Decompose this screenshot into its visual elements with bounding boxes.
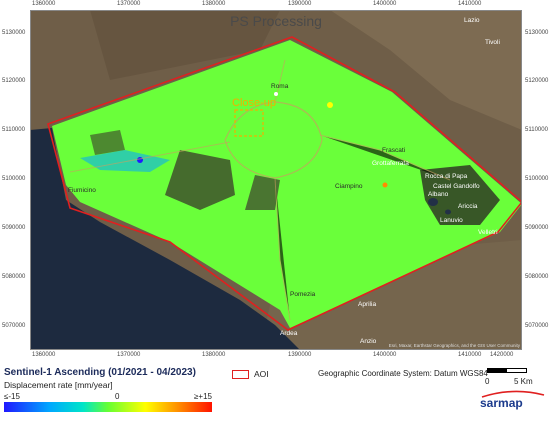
- map-title: PS Processing: [230, 13, 322, 29]
- place-marker-roma: [274, 92, 278, 96]
- place-roma: Roma: [271, 83, 289, 90]
- place-albano: Albano: [428, 191, 449, 198]
- road: [319, 134, 451, 181]
- aoi-polygon: [47, 36, 522, 331]
- y-tick-label: 5100000: [525, 176, 549, 182]
- place-grottaferrata: Grottaferrata: [372, 160, 409, 167]
- x-tick-label: 1410000: [458, 1, 482, 7]
- place-rocca-di-papa: Rocca di Papa: [425, 173, 468, 180]
- y-tick-label: 5130000: [2, 30, 26, 36]
- logo-arc-icon: [481, 390, 545, 398]
- place-velletri: Velletri: [478, 229, 498, 236]
- y-tick-label: 5130000: [525, 30, 549, 36]
- y-tick-label: 5080000: [2, 274, 26, 280]
- scale-zero-label: 0: [485, 377, 490, 386]
- y-ticks-right: 5130000 5120000 5110000 5100000 5090000 …: [523, 10, 554, 350]
- scale-five-label: 5 Km: [514, 377, 533, 386]
- y-tick-label: 5080000: [525, 274, 549, 280]
- legend-max-label: ≥+15: [194, 392, 212, 401]
- legend-min-label: ≤-15: [4, 392, 20, 401]
- place-castel-gandolfo: Castel Gandolfo: [433, 183, 480, 190]
- close-up-label: Close-up: [232, 97, 276, 109]
- ps-coverage-area: [52, 40, 522, 328]
- vegetation-patch: [420, 165, 500, 225]
- subsidence-spot: [137, 157, 143, 163]
- crs-label: Geographic Coordinate System: Datum WGS8…: [318, 369, 488, 378]
- x-tick-label: 1360000: [32, 352, 56, 358]
- legend-title: Sentinel-1 Ascending (01/2021 - 04/2023): [4, 367, 196, 378]
- uplift-spot: [327, 102, 333, 108]
- x-tick-label: 1370000: [117, 352, 141, 358]
- x-tick-label: 1420000: [490, 352, 514, 358]
- place-ardea: Ardea: [280, 330, 298, 337]
- place-aprilia: Aprilia: [358, 301, 376, 308]
- road: [274, 177, 291, 321]
- y-tick-label: 5110000: [525, 127, 548, 133]
- y-tick-label: 5100000: [2, 176, 26, 182]
- y-tick-label: 5110000: [2, 127, 25, 133]
- y-tick-label: 5090000: [525, 225, 549, 231]
- map-view[interactable]: Close-up PS Processing Roma Fiumicino Fr…: [30, 4, 522, 350]
- sea-area: [30, 128, 300, 350]
- place-ciampino: Ciampino: [335, 183, 363, 190]
- x-tick-label: 1380000: [202, 1, 226, 7]
- y-tick-label: 5090000: [2, 225, 26, 231]
- vegetation-patch: [90, 130, 125, 155]
- ring-road: [224, 101, 323, 179]
- sarmap-logo: sarmap: [480, 396, 523, 410]
- lake-albano: [428, 198, 438, 206]
- aoi-swatch: [232, 370, 249, 379]
- place-anzio: Anzio: [360, 338, 377, 345]
- place-frascati: Frascati: [382, 147, 405, 154]
- close-up-box[interactable]: [234, 109, 264, 137]
- scale-bar: [487, 368, 527, 373]
- vegetation-patch: [245, 175, 280, 210]
- x-tick-label: 1380000: [202, 352, 226, 358]
- map-border: [30, 10, 522, 350]
- scale-bar-segment: [488, 369, 507, 372]
- legend-mid-label: 0: [115, 392, 120, 401]
- y-tick-label: 5070000: [2, 323, 26, 329]
- place-tivoli: Tivoli: [485, 39, 500, 46]
- x-ticks-bottom: 1360000 1370000 1380000 1390000 1400000 …: [30, 352, 522, 360]
- aoi-label: AOI: [254, 369, 269, 379]
- place-ariccia: Ariccia: [458, 203, 478, 210]
- road: [69, 141, 231, 173]
- x-tick-label: 1360000: [32, 1, 56, 7]
- map-attribution: Esri, Maxar, Earthstar Geographics, and …: [389, 343, 521, 348]
- lake-nemi: [445, 209, 451, 215]
- y-ticks-left: 5130000 5120000 5110000 5100000 5090000 …: [0, 10, 30, 350]
- x-tick-label: 1400000: [373, 1, 397, 7]
- subsidence-zone: [80, 150, 170, 172]
- uplift-spot: [382, 182, 388, 188]
- x-tick-label: 1370000: [117, 1, 141, 7]
- place-lazio: Lazio: [464, 17, 480, 24]
- y-tick-label: 5120000: [2, 78, 26, 84]
- vegetation-patch: [165, 150, 235, 210]
- place-lanuvio: Lanuvio: [440, 217, 463, 224]
- x-tick-label: 1390000: [288, 1, 312, 7]
- y-tick-label: 5120000: [525, 78, 549, 84]
- x-tick-label: 1400000: [373, 352, 397, 358]
- y-tick-label: 5070000: [525, 323, 549, 329]
- place-fiumicino: Fiumicino: [68, 187, 96, 194]
- terrain-patch: [330, 10, 522, 130]
- place-pomezia: Pomezia: [290, 291, 316, 298]
- displacement-color-ramp: [4, 402, 212, 412]
- x-ticks-top: 1360000 1370000 1380000 1390000 1400000 …: [30, 1, 522, 9]
- terrain-patch: [90, 10, 280, 80]
- x-tick-label: 1390000: [288, 352, 312, 358]
- x-tick-label: 1410000: [458, 352, 482, 358]
- legend-subtitle: Displacement rate [mm/year]: [4, 380, 113, 390]
